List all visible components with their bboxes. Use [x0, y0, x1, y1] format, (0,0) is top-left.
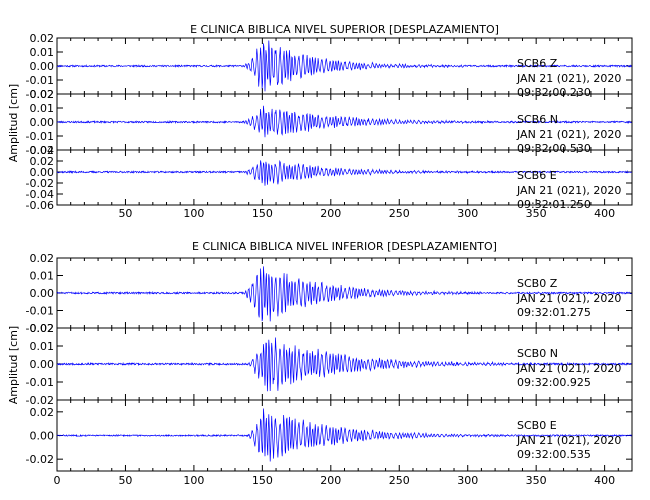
y-tick-label: 0.02 [30, 322, 55, 335]
y-tick-label: 0.02 [30, 88, 55, 101]
x-tick-label: 350 [526, 207, 547, 220]
date-label: JAN 21 (021), 2020 [516, 292, 621, 305]
date-label: JAN 21 (021), 2020 [516, 184, 621, 197]
y-tick-label: -0.01 [26, 376, 54, 389]
y-tick-label: 0.02 [30, 406, 55, 419]
y-tick-label: 0.00 [30, 287, 55, 300]
chart-title: E CLINICA BIBLICA NIVEL SUPERIOR [DESPLA… [190, 23, 499, 36]
x-tick-label: 300 [457, 207, 478, 220]
date-label: JAN 21 (021), 2020 [516, 72, 621, 85]
waveform-trace [56, 337, 632, 392]
chart-1: E CLINICA BIBLICA NIVEL INFERIOR [DESPLA… [7, 240, 633, 487]
station-label: SCB0 Z [517, 277, 558, 290]
time-label: 09:32:01.275 [517, 306, 591, 319]
x-tick-label: 50 [118, 207, 132, 220]
x-tick-label: 100 [183, 207, 204, 220]
waveform-trace [56, 105, 632, 138]
y-tick-label: 0.02 [30, 252, 55, 265]
x-tick-label: 250 [389, 207, 410, 220]
x-tick-label: 150 [252, 207, 273, 220]
panel-1: -0.02 -0.01 0.00 0.01 0.02 SCB0 N JAN 21 (021)… [26, 322, 633, 407]
x-tick-label: 200 [320, 474, 341, 487]
waveform-trace [56, 408, 632, 462]
station-label: SCB0 N [517, 347, 558, 360]
y-tick-label: -0.02 [26, 144, 54, 157]
chart-0: E CLINICA BIBLICA NIVEL SUPERIOR [DESPLA… [7, 23, 633, 220]
y-tick-label: -0.02 [26, 394, 54, 407]
x-tick-label: 350 [526, 474, 547, 487]
y-tick-label: 0.01 [30, 102, 55, 115]
station-label: SCB0 E [517, 419, 557, 432]
time-label: 09:32:00.535 [517, 448, 591, 461]
date-label: JAN 21 (021), 2020 [516, 362, 621, 375]
y-tick-label: -0.01 [26, 74, 54, 87]
x-tick-label: 200 [320, 207, 341, 220]
panel-2: -0.02 0.00 0.02 SCB0 E JAN 21 (021), 202009:… [26, 399, 633, 472]
waveform-trace [57, 40, 632, 92]
y-tick-label: 0.00 [30, 430, 55, 443]
y-tick-label: 0.04 [30, 144, 55, 157]
station-label: SCB6 E [517, 169, 557, 182]
y-axis-label: Amplitud [cm] [7, 84, 20, 162]
y-tick-label: -0.04 [26, 188, 54, 201]
date-label: JAN 21 (021), 2020 [516, 434, 621, 447]
y-tick-label: 0.01 [30, 270, 55, 283]
y-tick-label: 0.01 [30, 340, 55, 353]
x-tick-label: 100 [183, 474, 204, 487]
y-tick-label: 0.01 [30, 46, 55, 59]
y-tick-label: -0.01 [26, 305, 54, 318]
chart-title: E CLINICA BIBLICA NIVEL INFERIOR [DESPLA… [192, 240, 497, 253]
y-tick-label: -0.02 [26, 322, 54, 335]
y-tick-label: 0.00 [30, 358, 55, 371]
x-tick-label: 50 [118, 474, 132, 487]
y-tick-label: 0.00 [30, 60, 55, 73]
waveform-trace [56, 159, 632, 186]
x-tick-label: 0 [54, 474, 61, 487]
time-label: 09:32:00.925 [517, 376, 591, 389]
y-tick-label: 0.00 [30, 166, 55, 179]
x-tick-label: 400 [594, 474, 615, 487]
time-label: 09:32:01.250 [517, 198, 591, 211]
y-tick-label: -0.06 [26, 199, 54, 212]
y-tick-label: -0.02 [26, 453, 54, 466]
x-tick-label: 250 [389, 474, 410, 487]
x-tick-label: 300 [457, 474, 478, 487]
date-label: JAN 21 (021), 2020 [516, 128, 621, 141]
x-tick-label: 400 [594, 207, 615, 220]
waveform-trace [56, 266, 632, 322]
y-tick-label: 0.02 [30, 32, 55, 45]
x-tick-label: 150 [252, 474, 273, 487]
y-tick-label: -0.02 [26, 88, 54, 101]
y-tick-label: -0.02 [26, 177, 54, 190]
y-tick-label: 0.02 [30, 155, 55, 168]
y-tick-label: -0.01 [26, 130, 54, 143]
y-tick-label: 0.00 [30, 116, 55, 129]
time-label: 09:32:00.230 [517, 86, 591, 99]
time-label: 09:32:00.530 [517, 142, 591, 155]
panel-0: -0.02 -0.01 0.00 0.01 0.02 SCB0 Z JAN 21 (021)… [26, 252, 633, 335]
y-axis-label: Amplitud [cm] [7, 326, 20, 404]
station-label: SCB6 Z [517, 57, 558, 70]
station-label: SCB6 N [517, 113, 558, 126]
